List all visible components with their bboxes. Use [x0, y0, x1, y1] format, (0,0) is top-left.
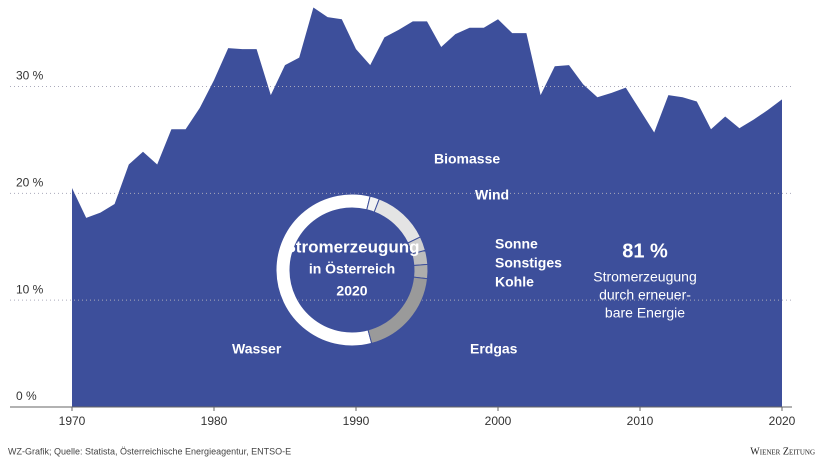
annotation-text: Stromerzeugung — [593, 269, 697, 285]
segment-label: Wind — [475, 187, 509, 203]
segment-label: Erdgas — [470, 341, 518, 357]
source: WZ-Grafik; Quelle: Statista, Österreichi… — [8, 446, 291, 456]
x-tick-label: 1990 — [343, 414, 370, 428]
annotation-text: bare Energie — [605, 305, 685, 321]
annotation-text: durch erneuer- — [599, 287, 691, 303]
x-tick-label: 2010 — [627, 414, 654, 428]
annotation-value: 81 % — [622, 240, 668, 262]
donut-segment — [367, 276, 429, 345]
area — [72, 7, 782, 407]
donut-title: Stromerzeugung — [284, 237, 419, 256]
segment-label: Sonstiges — [495, 255, 562, 271]
segment-label: Wasser — [232, 341, 282, 357]
segment-label: Sonne — [495, 236, 538, 252]
y-tick-label: 0 % — [16, 389, 37, 403]
y-tick-label: 20 % — [16, 176, 44, 190]
x-tick-label: 2020 — [769, 414, 796, 428]
y-tick-label: 10 % — [16, 282, 44, 296]
donut-title: 2020 — [336, 283, 367, 299]
x-tick-label: 1980 — [201, 414, 228, 428]
x-tick-label: 1970 — [59, 414, 86, 428]
donut-segment — [413, 263, 429, 280]
segment-label: Biomasse — [434, 151, 500, 167]
donut-title: in Österreich — [309, 261, 395, 277]
brand: Wiener Zeitung — [750, 446, 815, 457]
segment-label: Kohle — [495, 274, 534, 290]
y-tick-label: 30 % — [16, 69, 44, 83]
x-tick-label: 2000 — [485, 414, 512, 428]
